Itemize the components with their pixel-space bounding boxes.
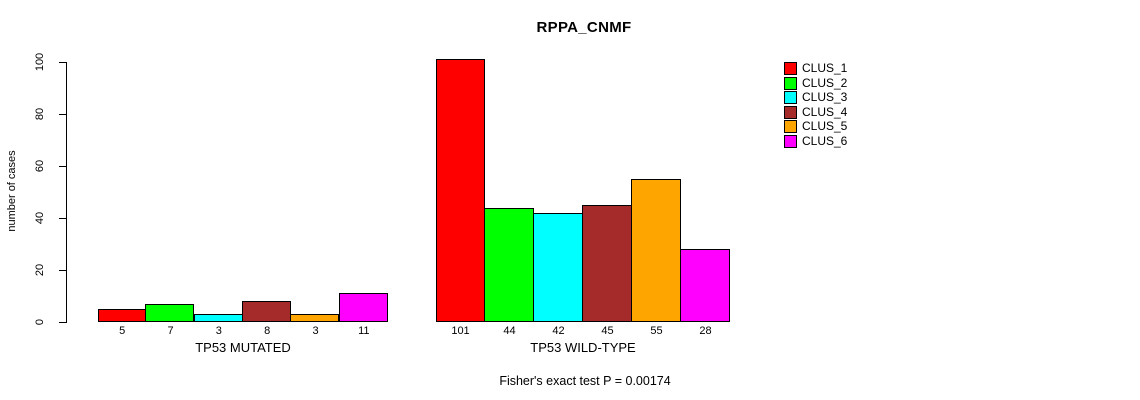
bar [98,309,146,322]
y-tick-label: 60 [34,159,46,173]
bar [436,59,485,322]
y-tick [59,322,67,323]
bar [533,213,583,322]
bar [290,314,339,322]
legend-item: CLUS_3 [784,91,847,104]
y-tick-label: 80 [34,107,46,121]
bar-value-label: 55 [650,325,663,337]
y-tick [59,270,67,271]
legend-swatch [784,120,797,133]
legend-item: CLUS_2 [784,77,847,90]
y-tick [59,114,67,115]
bar-value-label: 101 [451,325,470,337]
bar-value-label: 7 [167,325,174,337]
legend-item: CLUS_1 [784,62,847,75]
y-axis-label: number of cases [6,150,18,232]
bar [582,205,632,322]
bar [484,208,534,322]
legend-swatch [784,62,797,75]
fisher-test-label: Fisher's exact test P = 0.00174 [499,374,671,388]
legend-swatch [784,135,797,148]
bar-value-label: 8 [264,325,271,337]
bar-value-label: 45 [601,325,614,337]
legend-label: CLUS_5 [802,119,848,133]
bar [339,293,388,322]
legend-swatch [784,77,797,90]
bar-value-label: 28 [699,325,712,337]
legend-item: CLUS_5 [784,120,847,133]
group-label: TP53 MUTATED [195,340,291,355]
bar-value-label: 44 [503,325,516,337]
bar-value-label: 3 [312,325,319,337]
bar-value-label: 3 [215,325,222,337]
y-tick-label: 0 [34,318,46,326]
bar-value-label: 11 [358,325,370,337]
chart-title: RPPA_CNMF [536,19,632,36]
legend-swatch [784,91,797,104]
y-tick-label: 40 [34,211,46,225]
y-tick-label: 20 [34,263,46,277]
legend-swatch [784,106,797,119]
legend-label: CLUS_3 [802,90,848,104]
legend-item: CLUS_4 [784,106,847,119]
y-tick [59,62,67,63]
legend-label: CLUS_6 [802,134,848,148]
y-tick [59,166,67,167]
bar [680,249,730,322]
bar [145,304,194,322]
legend-item: CLUS_6 [784,135,847,148]
group-label: TP53 WILD-TYPE [530,340,636,355]
bar [194,314,243,322]
y-tick [59,218,67,219]
legend-label: CLUS_4 [802,105,848,119]
y-tick-label: 100 [34,52,46,72]
bar-value-label: 42 [552,325,565,337]
bar [242,301,291,322]
bar-value-label: 5 [119,325,126,337]
y-axis [66,62,67,323]
legend-label: CLUS_1 [802,61,848,75]
bar [631,179,681,322]
legend-label: CLUS_2 [802,76,848,90]
